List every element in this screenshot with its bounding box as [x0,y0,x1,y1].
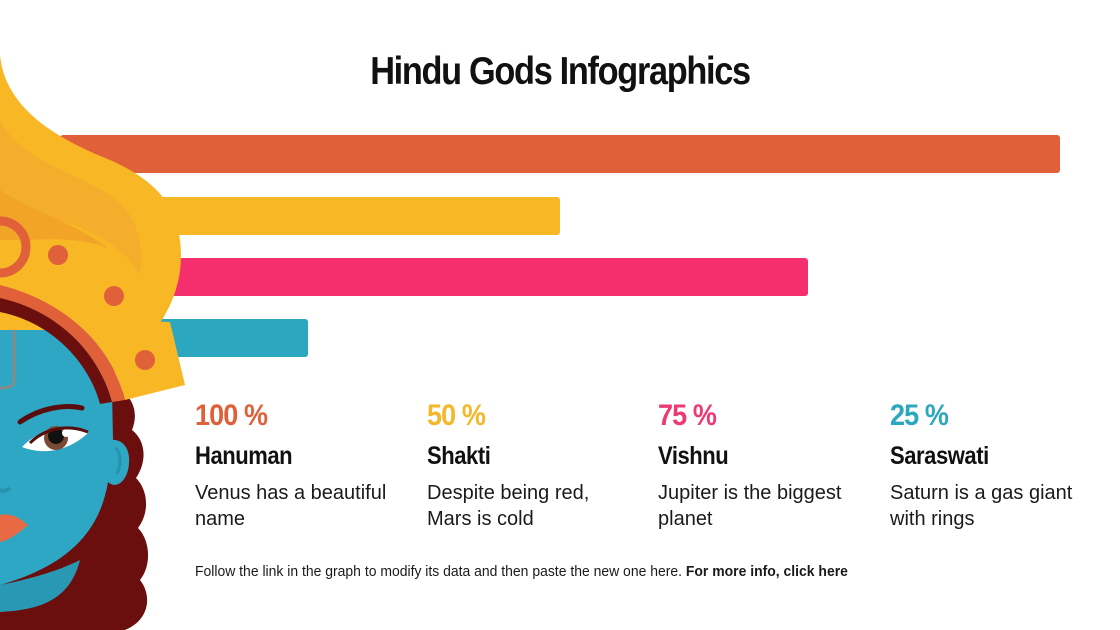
footer-note: Follow the link in the graph to modify i… [195,563,848,580]
more-info-link[interactable]: For more info, click here [685,563,848,580]
stat-item-vishnu: 75 % Vishnu Jupiter is the biggest plane… [658,396,878,532]
stat-item-hanuman: 100 % Hanuman Venus has a beautiful name [195,396,415,532]
stat-name: Saraswati [890,442,989,470]
stat-item-shakti: 50 % Shakti Despite being red, Mars is c… [427,396,647,532]
stat-name: Vishnu [658,442,729,470]
stat-item-saraswati: 25 % Saraswati Saturn is a gas giant wit… [890,396,1110,532]
stat-percent: 75 % [658,399,717,432]
eyebrow [17,404,85,425]
bar-vishnu [60,258,808,296]
page-title: Hindu Gods Infographics [370,50,751,93]
stat-name: Hanuman [195,442,293,470]
stat-description: Venus has a beautiful name [195,482,387,530]
footer-text: Follow the link in the graph to modify i… [195,563,686,580]
stat-percent: 50 % [427,399,486,432]
stat-description: Jupiter is the biggest planet [658,482,842,530]
lips [0,514,28,542]
deity-illustration [0,55,185,630]
bar-hanuman [60,135,1060,173]
crown-ring [0,216,31,278]
stat-description: Despite being red, Mars is cold [427,482,590,530]
stat-name: Shakti [427,442,491,470]
stat-percent: 100 % [195,399,268,432]
stat-description: Saturn is a gas giant with rings [890,482,1073,530]
stat-percent: 25 % [890,399,949,432]
